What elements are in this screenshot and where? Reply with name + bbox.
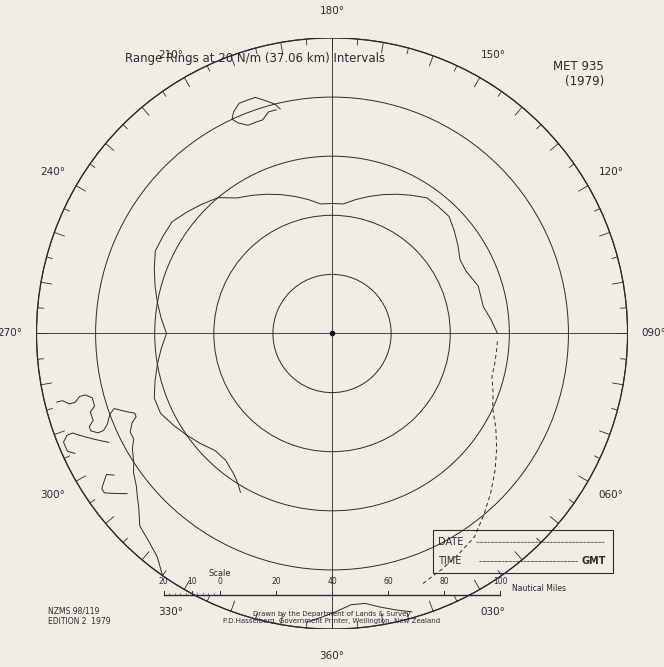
Text: 10: 10: [187, 577, 197, 586]
Text: TIME: TIME: [438, 556, 461, 566]
Text: 210°: 210°: [159, 49, 183, 59]
Text: DATE: DATE: [438, 537, 463, 547]
Text: 180°: 180°: [319, 7, 345, 17]
Text: 030°: 030°: [481, 608, 505, 618]
Text: 80: 80: [440, 577, 449, 586]
Text: NZMS 98/119
EDITION 2  1979: NZMS 98/119 EDITION 2 1979: [48, 606, 111, 626]
Text: 20: 20: [159, 577, 169, 586]
Text: 270°: 270°: [0, 329, 23, 338]
Text: Drawn by the Department of Lands & Survey
P.D.Hasselberg, Government Printer, We: Drawn by the Department of Lands & Surve…: [224, 611, 441, 624]
Text: 090°: 090°: [641, 329, 664, 338]
Text: 360°: 360°: [319, 650, 345, 660]
Text: MET 935
(1979): MET 935 (1979): [553, 61, 604, 89]
Text: 240°: 240°: [41, 167, 66, 177]
Text: Range Rings at 20 N/m (37.06 km) Intervals: Range Rings at 20 N/m (37.06 km) Interva…: [125, 52, 385, 65]
Text: 60: 60: [383, 577, 393, 586]
Text: Nautical Miles: Nautical Miles: [513, 584, 566, 593]
Text: 120°: 120°: [598, 167, 623, 177]
Text: 060°: 060°: [598, 490, 623, 500]
Text: 150°: 150°: [481, 49, 505, 59]
Text: 40: 40: [327, 577, 337, 586]
Text: 300°: 300°: [41, 490, 66, 500]
Text: GMT: GMT: [581, 556, 606, 566]
Text: Scale: Scale: [208, 568, 231, 578]
Text: 0: 0: [217, 577, 222, 586]
Text: 20: 20: [271, 577, 281, 586]
Text: 330°: 330°: [159, 608, 183, 618]
Text: 100: 100: [493, 577, 508, 586]
